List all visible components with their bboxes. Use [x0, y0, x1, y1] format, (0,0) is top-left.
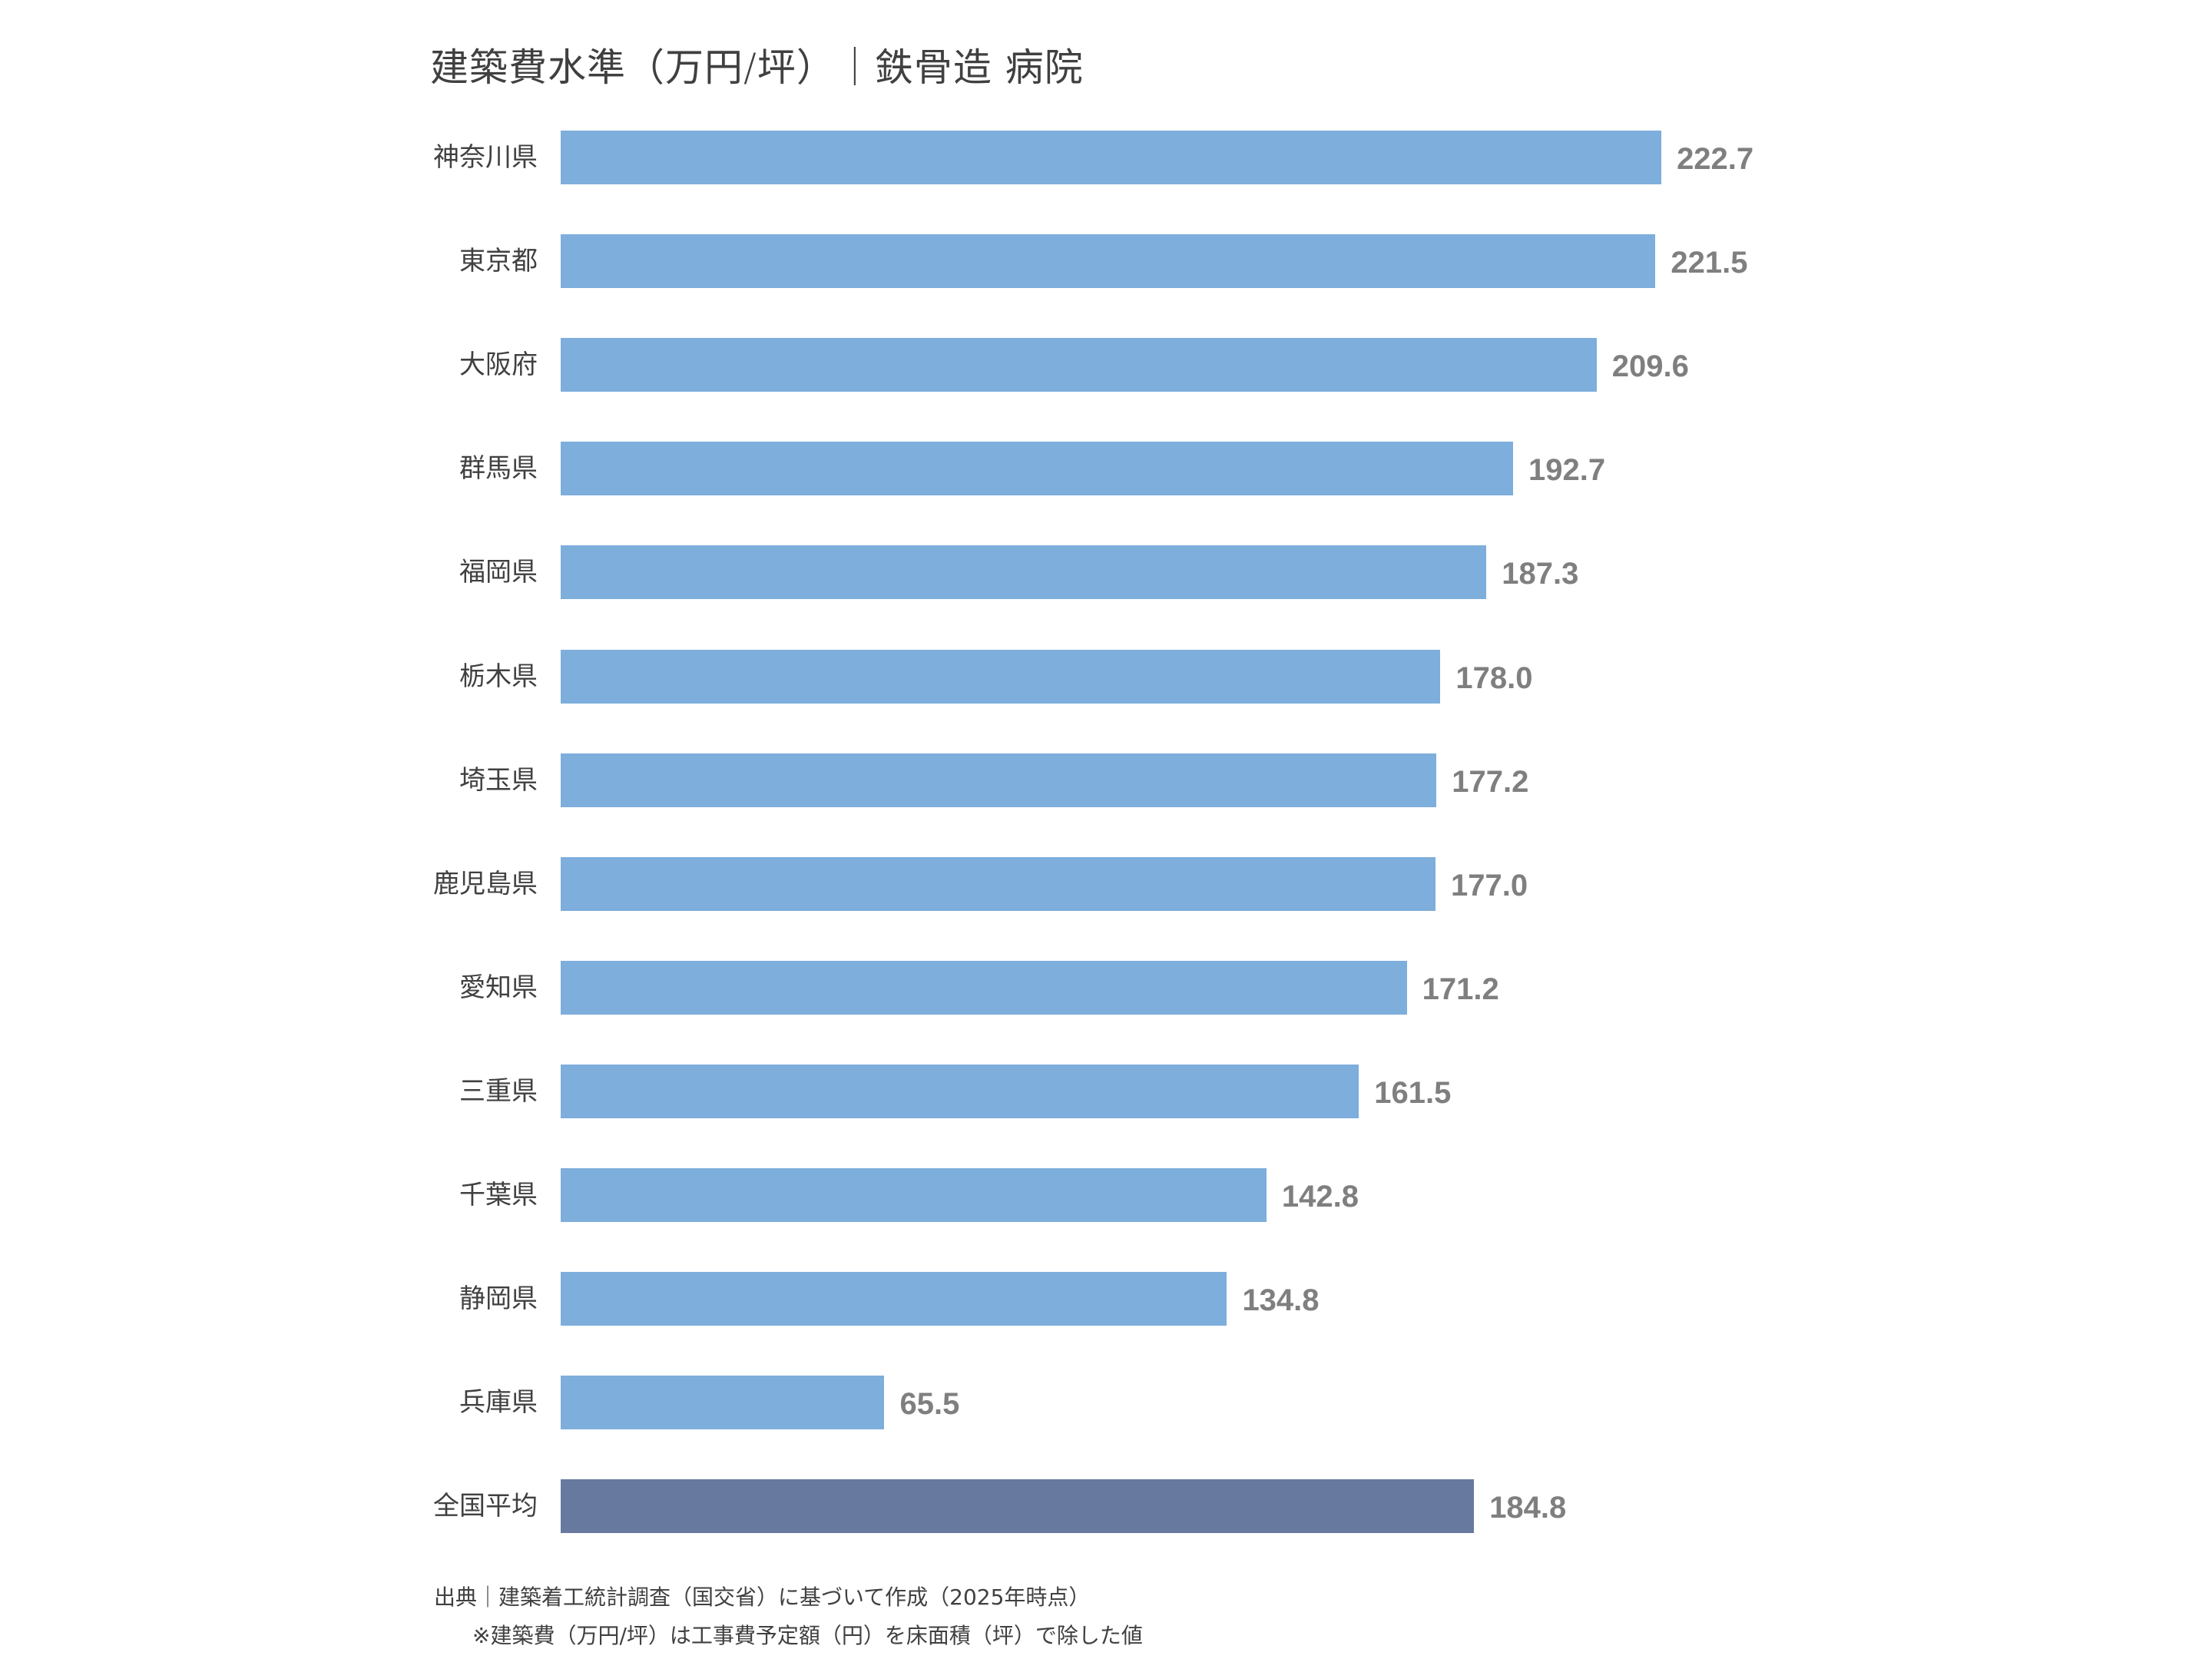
value-label: 221.5 — [1671, 246, 1748, 280]
category-label: 千葉県 — [459, 1180, 538, 1210]
category-label: 三重県 — [459, 1075, 538, 1107]
bar-row: 静岡県 134.8 — [0, 1272, 2212, 1326]
value-label: 177.2 — [1452, 764, 1529, 799]
bar-row: 三重県 161.5 — [0, 1064, 2212, 1118]
bar-row: 群馬県 192.7 — [0, 442, 2212, 496]
value-label: 187.3 — [1502, 557, 1579, 591]
chart-title: 建築費水準（万円/坪）｜鉄骨造 病院 — [430, 45, 1084, 90]
bar — [561, 1064, 1359, 1118]
bar-row: 愛知県 171.2 — [0, 960, 2212, 1015]
bar — [561, 545, 1487, 600]
source-note: 出典｜建築着工統計調査（国交省）に基づいて作成（2025年時点） — [434, 1584, 1091, 1610]
bar-row: 全国平均 184.8 — [0, 1479, 2212, 1534]
category-label: 愛知県 — [459, 972, 538, 1003]
category-label: 栃木県 — [459, 661, 538, 692]
value-label: 177.0 — [1450, 868, 1528, 902]
category-label: 大阪府 — [459, 349, 538, 381]
value-label: 171.2 — [1422, 972, 1499, 1006]
bar — [561, 234, 1656, 289]
bar-row: 神奈川県 222.7 — [0, 131, 2212, 184]
bar-row: 兵庫県 65.5 — [0, 1376, 2212, 1430]
category-label: 静岡県 — [459, 1283, 538, 1315]
bar — [561, 1272, 1227, 1326]
value-label: 134.8 — [1242, 1283, 1320, 1318]
average-bar — [561, 1479, 1475, 1534]
bar — [561, 131, 1662, 184]
bar — [561, 442, 1514, 496]
category-label: 群馬県 — [459, 453, 538, 485]
bar-row: 千葉県 142.8 — [0, 1168, 2212, 1222]
category-label: 東京都 — [459, 246, 538, 277]
value-label: 192.7 — [1528, 453, 1606, 488]
value-label: 142.8 — [1281, 1180, 1359, 1214]
bar-row: 大阪府 209.6 — [0, 338, 2212, 392]
bar-row: 福岡県 187.3 — [0, 545, 2212, 600]
bar-row: 鹿児島県 177.0 — [0, 856, 2212, 911]
category-label: 兵庫県 — [459, 1387, 538, 1419]
bar — [561, 338, 1597, 392]
category-label: 鹿児島県 — [433, 868, 538, 899]
bar-row: 埼玉県 177.2 — [0, 753, 2212, 807]
bar — [561, 649, 1441, 704]
calculation-note: ※建築費（万円/坪）は工事費予定額（円）を床面積（坪）で除した値 — [472, 1623, 1143, 1648]
category-label: 埼玉県 — [459, 764, 538, 796]
category-label: 神奈川県 — [433, 142, 538, 173]
category-label: 全国平均 — [433, 1491, 538, 1522]
bar — [561, 960, 1407, 1015]
bar — [561, 1376, 885, 1430]
value-label: 65.5 — [899, 1387, 960, 1422]
bar — [561, 1168, 1267, 1222]
value-label: 209.6 — [1611, 349, 1689, 384]
bar-row: 東京都 221.5 — [0, 234, 2212, 289]
value-label: 161.5 — [1374, 1075, 1452, 1110]
value-label: 184.8 — [1489, 1491, 1567, 1525]
value-label: 178.0 — [1455, 661, 1533, 695]
bar-row: 栃木県 178.0 — [0, 649, 2212, 704]
category-label: 福岡県 — [459, 557, 538, 588]
bar — [561, 856, 1435, 911]
value-label: 222.7 — [1677, 142, 1754, 176]
bar — [561, 753, 1437, 807]
